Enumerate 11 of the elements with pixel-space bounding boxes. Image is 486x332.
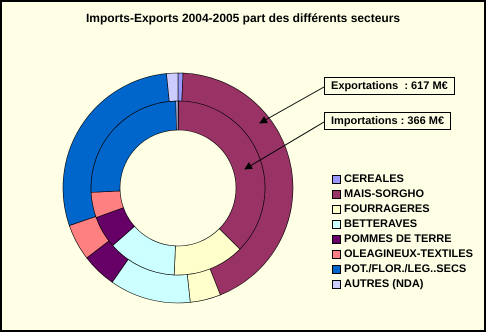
legend-label: POT./FLOR./LEG..SECS	[344, 262, 466, 277]
legend-label: MAIS-SORGHO	[344, 187, 424, 202]
legend-label: POMMES DE TERRE	[344, 232, 452, 247]
text: Importations : 366 M€	[324, 112, 452, 130]
legend-label: CEREALES	[344, 172, 404, 187]
legend-label: AUTRES (NDA)	[344, 277, 424, 292]
chart-title: Imports-Exports 2004-2005 part des différents secteurs	[84, 11, 402, 25]
legend-label: OLEAGINEUX-TEXTILES	[344, 247, 473, 262]
legend-label: FOURRAGERES	[344, 202, 430, 217]
legend-label: BETTERAVES	[344, 217, 418, 232]
text: Exportations : 617 M€	[324, 77, 455, 95]
